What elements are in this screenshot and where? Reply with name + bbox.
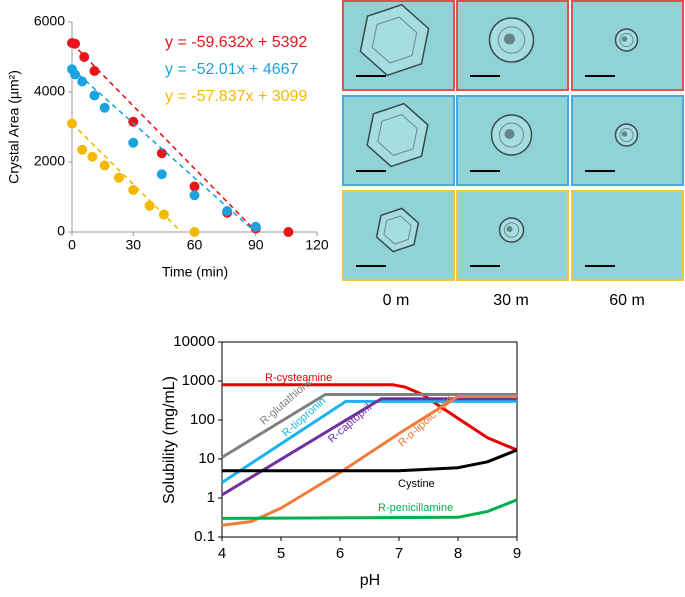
- data-point: [89, 90, 100, 101]
- x-tick-label: 120: [305, 237, 329, 253]
- x-tick-label: 6: [336, 545, 344, 562]
- data-point: [158, 209, 169, 220]
- crystal-inner: [619, 127, 634, 143]
- plot-frame: [221, 341, 518, 538]
- crystal-inner: [619, 32, 634, 48]
- trendline-label: y = -59.632x + 5392: [165, 34, 307, 51]
- y-axis-label: Solubility (mg/mL): [161, 376, 178, 504]
- crystal-inner: [497, 26, 526, 54]
- column-label: 30 m: [493, 292, 529, 309]
- data-point: [70, 69, 81, 80]
- data-point: [128, 137, 139, 148]
- data-point: [128, 116, 139, 127]
- series-line: [221, 399, 517, 484]
- data-point: [89, 66, 100, 76]
- data-point: [189, 227, 200, 237]
- x-tick-label: 0: [68, 237, 76, 253]
- data-point: [87, 151, 98, 162]
- column-label: 60 m: [609, 292, 645, 309]
- y-tick-label: 0.1: [194, 528, 215, 545]
- series-line: [222, 448, 518, 473]
- x-tick-label: 60: [187, 237, 203, 253]
- crystal-inner: [377, 114, 418, 156]
- x-tick-label: 4: [218, 545, 226, 562]
- series-line: [221, 498, 518, 520]
- data-point: [67, 118, 77, 129]
- y-axis-label: Crystal Area (µm²): [6, 70, 22, 184]
- data-point: [222, 206, 233, 216]
- x-tick-label: 90: [248, 237, 264, 253]
- data-point: [156, 148, 167, 159]
- data-point: [189, 190, 200, 201]
- data-point: [250, 221, 261, 232]
- y-tick-label: 1: [207, 489, 215, 506]
- series-label: R-penicillamine: [378, 502, 453, 514]
- x-tick-label: 9: [513, 545, 521, 562]
- trendline-label: y = -52.01x + 4667: [165, 61, 299, 78]
- x-tick-label: 7: [395, 545, 403, 562]
- y-tick-label: 4000: [34, 83, 65, 99]
- crystal-core: [504, 33, 515, 45]
- x-tick-label: 30: [125, 237, 141, 253]
- series-line: [221, 395, 517, 527]
- series-label: R-cysteamine: [265, 372, 332, 384]
- crystal: [375, 207, 420, 253]
- y-tick-label: 1000: [182, 372, 215, 389]
- crystal-inner: [503, 222, 520, 238]
- data-point: [113, 172, 124, 183]
- y-tick-label: 0: [57, 223, 65, 239]
- crystal-core: [506, 226, 513, 232]
- crystal: [366, 102, 429, 168]
- column-label: 0 m: [383, 292, 410, 309]
- trendline-label: y = -57.837x + 3099: [165, 88, 307, 105]
- data-point: [77, 144, 88, 155]
- trendline: [71, 68, 256, 233]
- data-point: [70, 38, 81, 49]
- crystal-inner: [371, 16, 418, 64]
- data-point: [128, 185, 139, 195]
- series-line: [221, 397, 517, 497]
- data-point: [79, 52, 90, 62]
- y-tick-label: 2000: [34, 153, 65, 169]
- x-tick-label: 8: [454, 545, 462, 562]
- crystal-inner: [499, 122, 524, 148]
- data-point: [156, 169, 167, 180]
- series-line: [221, 393, 517, 459]
- y-tick-label: 6000: [34, 13, 65, 29]
- series-label: Cystine: [398, 478, 435, 490]
- crystal-core: [621, 131, 628, 137]
- data-point: [189, 181, 200, 192]
- crystal-core: [621, 36, 628, 42]
- crystal-inner: [383, 215, 412, 245]
- y-tick-label: 10: [198, 450, 215, 467]
- data-point: [99, 102, 110, 113]
- y-tick-label: 10000: [173, 333, 215, 350]
- crystal-core: [504, 129, 515, 139]
- crystal: [359, 3, 430, 77]
- y-tick-label: 100: [190, 411, 215, 428]
- data-point: [283, 227, 294, 237]
- data-point: [99, 160, 110, 171]
- data-point: [77, 76, 88, 87]
- data-point: [144, 200, 155, 211]
- x-axis-label: pH: [360, 572, 380, 589]
- x-axis-label: Time (min): [162, 264, 228, 280]
- trendline: [71, 42, 258, 233]
- x-tick-label: 5: [277, 545, 285, 562]
